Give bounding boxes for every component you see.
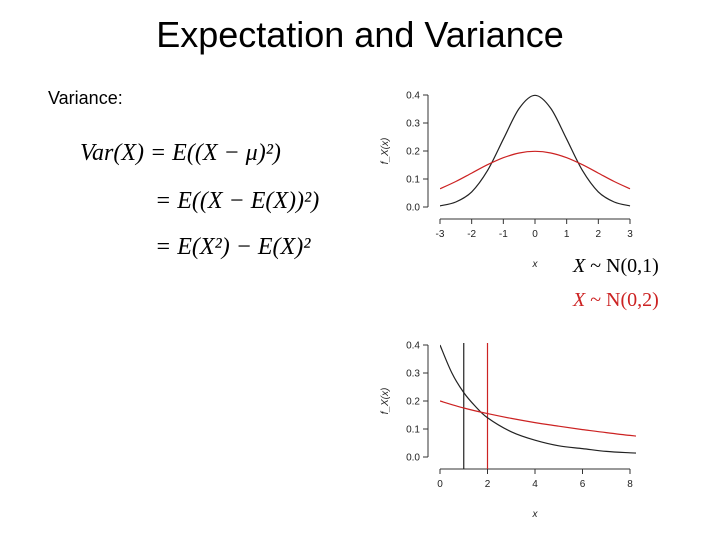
chart-normal-densities: 0.0 0.1 0.2 0.3 0.4 -3 -2 -1 0 1 2 3 x f_X(x) [380, 91, 633, 271]
x-tick-label: 3 [627, 229, 633, 240]
chart-skewed-densities: 0.0 0.1 0.2 0.3 0.4 0 2 4 6 8 x f_X(x) [380, 341, 636, 520]
x-tick-label: 4 [532, 479, 538, 490]
y-tick-label: 0.4 [406, 91, 420, 102]
x-tick-label: 0 [437, 479, 443, 490]
x-tick-label: 2 [596, 229, 602, 240]
legend-black-var: X [573, 255, 586, 277]
y-axis-title: f_X(x) [380, 388, 391, 415]
x-tick-label: -1 [499, 229, 508, 240]
y-tick-label: 0.1 [406, 425, 420, 436]
y-tick-label: 0.0 [406, 453, 420, 464]
x-tick-label: 8 [627, 479, 633, 490]
x-tick-label: 1 [564, 229, 570, 240]
x-axis-title: x [532, 259, 539, 270]
x-tick-label: -3 [436, 229, 445, 240]
legend-red-var: X [573, 289, 586, 311]
formula-line-2: = E((X − E(X))²) [155, 188, 320, 214]
legend-red-rest: ~ N(0,2) [585, 289, 659, 311]
slide-title: Expectation and Variance [156, 14, 564, 55]
series-line-red [440, 150, 631, 190]
x-tick-label: 6 [580, 479, 586, 490]
legend-black-series: X ~ N(0,1) [573, 255, 659, 278]
x-tick-label: 2 [485, 479, 491, 490]
y-tick-label: 0.0 [406, 203, 420, 214]
series-line-black [440, 344, 636, 454]
series-line-black [440, 94, 631, 207]
y-tick-label: 0.4 [406, 341, 420, 352]
y-tick-label: 0.1 [406, 175, 420, 186]
x-axis-title: x [532, 509, 539, 520]
legend-red-series: X ~ N(0,2) [573, 289, 659, 312]
variance-heading: Variance: [48, 88, 123, 108]
y-tick-label: 0.3 [406, 119, 420, 130]
x-tick-label: -2 [467, 229, 476, 240]
x-tick-label: 0 [532, 229, 538, 240]
series-line-red [440, 400, 636, 437]
legend-black-rest: ~ N(0,1) [585, 255, 659, 277]
y-tick-label: 0.2 [406, 147, 420, 158]
y-tick-label: 0.2 [406, 397, 420, 408]
formula-line-3: = E(X²) − E(X)² [155, 234, 311, 260]
formula-line-1: Var(X) = E((X − μ)²) [80, 140, 281, 166]
y-axis-title: f_X(x) [380, 138, 391, 165]
y-tick-label: 0.3 [406, 369, 420, 380]
